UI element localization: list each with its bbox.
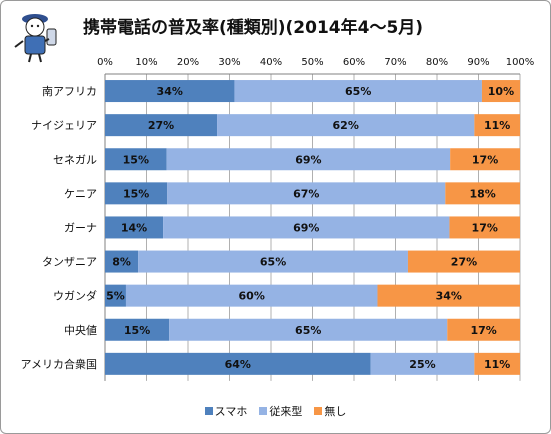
data-label: 27%: [148, 119, 174, 132]
bar-segment: [105, 114, 218, 137]
legend-swatch: [204, 407, 213, 415]
x-tick-label: 80%: [426, 57, 448, 68]
legend-label: スマホ: [214, 405, 248, 418]
x-tick-label: 70%: [384, 57, 406, 68]
category-label: ナイジェリア: [31, 119, 97, 132]
data-label: 27%: [451, 256, 477, 269]
bar-segment: [105, 148, 167, 171]
bar-segment: [167, 182, 446, 205]
data-label: 17%: [472, 153, 498, 166]
bar-segment: [450, 148, 520, 171]
bar-segment: [163, 216, 450, 239]
data-label: 11%: [484, 358, 510, 371]
x-tick-label: 90%: [467, 57, 489, 68]
category-label: ガーナ: [64, 221, 97, 234]
category-label: 南アフリカ: [42, 85, 97, 98]
x-tick-label: 60%: [343, 57, 365, 68]
bar-segment: [105, 216, 164, 239]
data-label: 15%: [123, 153, 149, 166]
bar-segment: [407, 250, 520, 273]
data-label: 10%: [488, 85, 514, 98]
bar-segment: [234, 80, 482, 103]
legend-label: 従来型: [269, 405, 303, 418]
bar-segment: [105, 80, 235, 103]
data-label: 8%: [112, 256, 131, 269]
legend-item: 従来型: [259, 403, 302, 419]
bar-segment: [217, 114, 475, 137]
legend-item: スマホ: [204, 403, 248, 419]
legend: スマホ 従来型 無し: [1, 403, 550, 419]
bar-segment: [105, 284, 126, 307]
data-label: 65%: [345, 85, 371, 98]
bar-segment: [447, 318, 520, 341]
data-label: 62%: [333, 119, 359, 132]
category-label: タンザニア: [42, 256, 97, 269]
bar-segment: [125, 284, 378, 307]
data-label: 17%: [472, 221, 498, 234]
data-label: 67%: [293, 187, 319, 200]
bar-segment: [377, 284, 520, 307]
bar-segment: [166, 148, 451, 171]
category-label: アメリカ合衆国: [21, 357, 97, 371]
data-label: 25%: [409, 358, 435, 371]
chart-title: 携帯電話の普及率(種類別)(2014年4～5月): [83, 18, 424, 38]
data-label: 18%: [469, 187, 495, 200]
x-tick-label: 100%: [506, 57, 535, 68]
x-tick-label: 50%: [301, 57, 323, 68]
category-label: ウガンダ: [53, 289, 97, 303]
x-tick-label: 40%: [260, 57, 282, 68]
data-label: 69%: [293, 221, 319, 234]
category-label: 中央値: [64, 324, 97, 337]
data-label: 11%: [484, 119, 510, 132]
data-label: 17%: [470, 324, 496, 337]
data-label: 64%: [225, 358, 251, 371]
legend-swatch: [259, 407, 268, 415]
data-label: 15%: [123, 187, 149, 200]
data-label: 34%: [436, 290, 462, 303]
bar-segment: [445, 182, 520, 205]
category-label: セネガル: [53, 153, 97, 166]
x-tick-label: 20%: [177, 57, 199, 68]
bar-segment: [474, 352, 520, 375]
data-label: 15%: [124, 324, 150, 337]
bar-segment: [105, 250, 139, 273]
bar-segment: [474, 114, 520, 137]
legend-label: 無し: [324, 405, 347, 418]
bar-segment: [449, 216, 520, 239]
data-label: 69%: [295, 153, 321, 166]
bar-segment: [138, 250, 408, 273]
bar-segment: [105, 182, 168, 205]
bar-segment: [169, 318, 448, 341]
bar-segment: [105, 318, 170, 341]
data-label: 65%: [260, 256, 286, 269]
data-label: 14%: [121, 221, 147, 234]
data-label: 60%: [239, 290, 265, 303]
legend-item: 無し: [314, 403, 346, 419]
mascot-icon: [14, 14, 57, 63]
bar-segment: [105, 352, 371, 375]
data-label: 34%: [157, 85, 183, 98]
x-tick-label: 30%: [218, 57, 240, 68]
data-label: 65%: [295, 324, 321, 337]
category-label: ケニア: [64, 187, 97, 200]
data-label: 5%: [106, 290, 125, 303]
bar-segment: [481, 80, 520, 103]
x-tick-label: 0%: [97, 57, 113, 68]
legend-swatch: [314, 407, 323, 415]
x-tick-label: 10%: [135, 57, 157, 68]
bar-segment: [370, 352, 475, 375]
